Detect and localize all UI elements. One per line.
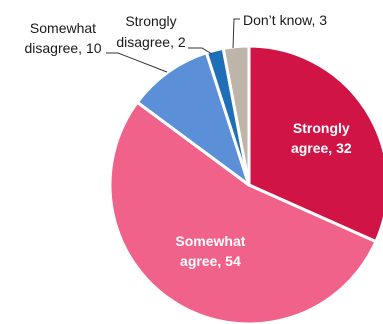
slice-somewhat-agree (108, 100, 378, 324)
slice-don-t-know (221, 44, 251, 187)
slice-strongly-agree (247, 44, 383, 244)
slice-labels: Strongly agree, 32 Somewhat agree, 54 Somewh… (24, 12, 351, 269)
leader-strongly-disagree (188, 47, 213, 55)
label-somewhat-agree: Somewhat agree, 54 (175, 233, 245, 269)
slice-somewhat-disagree (135, 51, 251, 187)
leader-don-t-know (232, 18, 240, 49)
label-strongly-agree: Strongly agree, 32 (291, 120, 352, 156)
leader-lines (106, 18, 240, 73)
leader-somewhat-disagree (106, 52, 168, 73)
label-don-t-know: Don’t know, 3 (243, 12, 327, 28)
pie-slices (108, 44, 383, 324)
label-strongly-disagree: Strongly disagree, 2 (116, 13, 185, 50)
label-somewhat-disagree: Somewhat disagree, 10 (24, 20, 101, 56)
